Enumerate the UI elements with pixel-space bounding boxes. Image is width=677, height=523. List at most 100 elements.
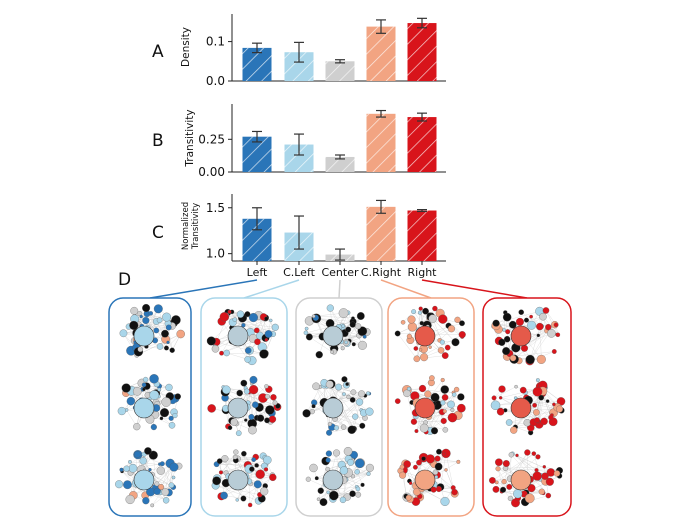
network-node [555,332,561,337]
network-node [506,483,513,490]
network-node [139,314,143,319]
network-node [355,491,362,498]
connector-line [421,279,528,299]
network-edge [215,485,259,501]
network-node [314,476,319,481]
network-edge [309,336,333,353]
network-node [400,320,406,325]
network-node [444,344,451,351]
network-node [249,466,255,472]
network-node [359,422,366,429]
network-node [269,318,273,323]
network-node [263,455,272,465]
network-edge [496,311,540,324]
bar-hatch [242,136,272,172]
network-edge [345,473,369,480]
network-node [316,497,321,501]
network-edge [234,319,269,335]
network-box-center [295,297,383,517]
network-node [115,480,124,489]
network-node [219,312,230,322]
network-node [219,350,224,356]
network-node [345,326,352,333]
network-node [168,482,175,489]
network-node [541,472,549,480]
network-node [311,314,316,319]
network-node [545,324,552,331]
chart-panel-c: 1.0 1.5 Left C.Left Center C.Right Right [206,194,446,279]
network-node [513,489,523,499]
network-node [418,348,423,352]
network-node [414,429,419,434]
network-node [430,392,440,402]
network-node [457,393,465,401]
network-node [123,465,130,472]
network-node [489,477,496,484]
network-node [132,387,142,396]
connector-lines [149,279,528,299]
network-node [394,398,401,404]
network-node [176,329,185,339]
network-node [535,454,541,460]
x-tick-label: C.Right [361,266,402,279]
network-graph [302,376,374,436]
network-node [142,376,149,383]
network-node [458,331,466,339]
network-node [434,462,443,471]
network-hub-node [414,397,436,419]
network-node [249,375,258,384]
network-node [440,496,450,506]
network-node [503,336,511,343]
network-node [148,450,158,460]
network-node [354,469,360,475]
network-edge [235,451,273,478]
network-node [366,471,371,476]
network-node [268,415,277,423]
network-node [326,429,333,436]
network-node [264,384,269,389]
network-node [168,422,176,429]
panel-letter-a: A [152,42,164,62]
network-node [174,393,181,400]
network-node [439,339,445,345]
network-node [525,354,535,365]
network-node [442,427,449,433]
network-node [419,423,429,433]
network-node [141,382,147,388]
network-graph [491,306,561,366]
network-edge [223,386,278,407]
network-node [532,402,537,408]
network-edge [413,311,429,319]
network-node [441,394,449,401]
network-node [347,458,355,466]
network-hub-node [322,397,344,419]
network-node [248,414,255,420]
network-node [533,409,540,416]
network-node [552,402,556,407]
network-node [366,391,371,396]
network-node [149,390,160,400]
network-node [264,417,270,424]
network-node [162,312,172,322]
network-node [524,317,529,323]
network-node [227,425,233,430]
network-node [542,307,550,314]
network-node [153,487,161,495]
network-node [434,455,441,462]
panel-letter-b: B [152,131,164,151]
network-node [399,471,407,479]
network-node [165,383,173,392]
network-node [342,392,346,396]
network-node [440,377,445,383]
panel-c-ylabel-line2: Transitivity [191,203,201,250]
network-edge [493,386,517,399]
network-node [161,329,169,338]
network-node [355,323,362,330]
network-edge [514,327,549,360]
network-node [139,457,147,465]
network-edge [492,453,534,481]
network-node [270,394,277,401]
network-node [264,338,269,342]
network-node [437,347,445,354]
